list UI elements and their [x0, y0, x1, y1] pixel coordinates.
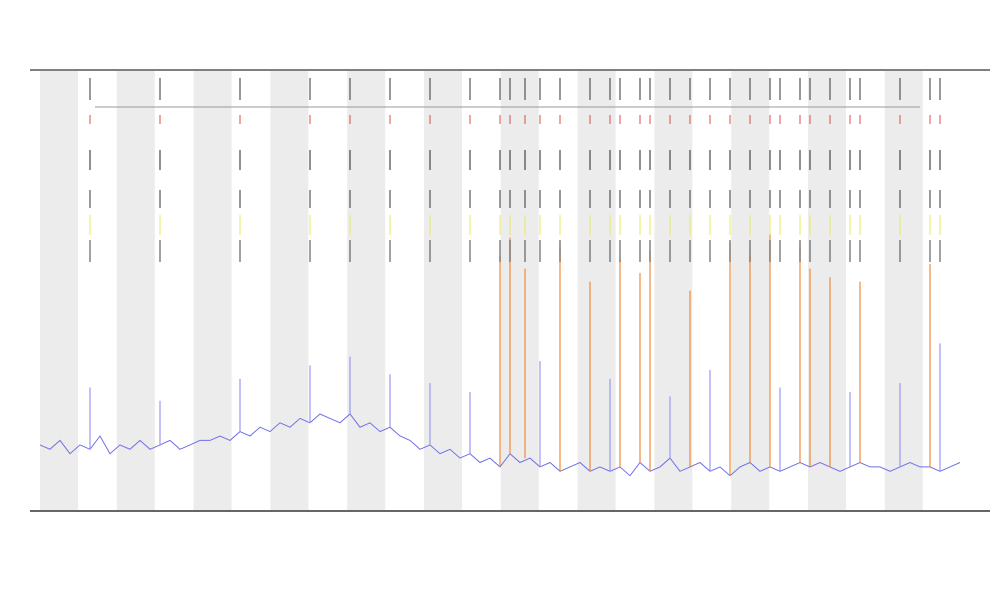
shaded-band: [577, 71, 616, 510]
shaded-band: [884, 71, 923, 510]
shaded-band: [270, 71, 309, 510]
shaded-band: [193, 71, 232, 510]
shaded-band: [500, 71, 539, 510]
shaded-band: [116, 71, 155, 510]
shaded-band: [40, 71, 78, 510]
shaded-band: [347, 71, 386, 510]
shaded-band: [808, 71, 846, 510]
shaded-band: [654, 71, 693, 510]
